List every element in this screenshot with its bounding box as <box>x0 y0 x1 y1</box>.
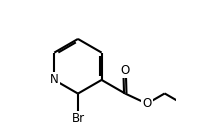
Text: O: O <box>142 97 152 110</box>
Text: O: O <box>120 64 129 77</box>
Text: N: N <box>50 73 59 86</box>
Text: Br: Br <box>71 112 84 125</box>
